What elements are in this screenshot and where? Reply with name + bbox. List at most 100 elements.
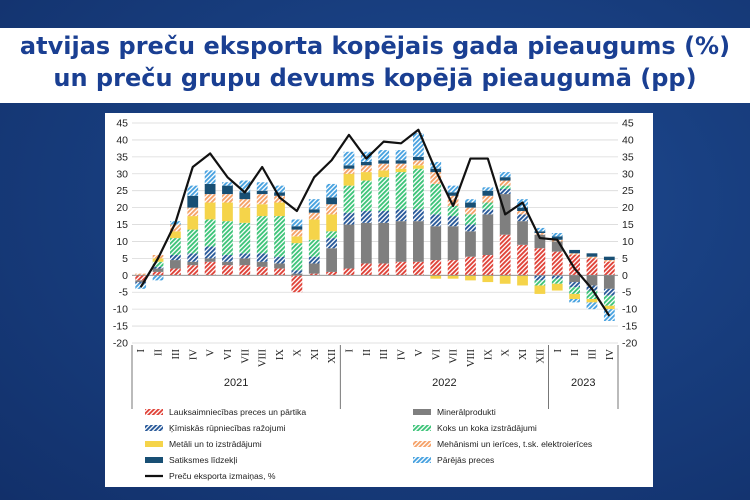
y2-tick-label: 5 bbox=[622, 253, 628, 265]
bar-segment bbox=[326, 248, 337, 272]
bar-segment bbox=[204, 170, 216, 184]
bar-segment bbox=[274, 195, 285, 203]
bar-segment bbox=[152, 266, 164, 269]
bar-segment bbox=[465, 214, 476, 225]
bar-segment bbox=[222, 202, 233, 222]
x-tick-label: V bbox=[206, 349, 217, 357]
bar-segment bbox=[551, 241, 563, 252]
bar-segment bbox=[482, 209, 494, 215]
x-tick-label: II bbox=[570, 349, 581, 356]
bar-segment bbox=[395, 221, 407, 262]
x-tick-label: II bbox=[154, 349, 165, 356]
bar-segment bbox=[447, 185, 459, 193]
bar-segment bbox=[430, 183, 442, 215]
bar-segment bbox=[308, 256, 320, 264]
x-tick-label: III bbox=[171, 349, 182, 360]
bar-segment bbox=[413, 261, 424, 276]
legend-label: Minerālprodukti bbox=[437, 407, 496, 417]
x-tick-label: VIII bbox=[258, 349, 269, 368]
bar-segment bbox=[378, 163, 390, 171]
bar-segment bbox=[360, 180, 372, 211]
bar-segment bbox=[360, 165, 372, 173]
x-tick-label: VI bbox=[223, 349, 234, 361]
bar-segment bbox=[517, 221, 528, 245]
bar-segment bbox=[187, 229, 199, 254]
bar-segment bbox=[551, 283, 563, 291]
bar-segment bbox=[534, 233, 546, 235]
bar-segment bbox=[170, 268, 181, 276]
bar-segment bbox=[482, 202, 494, 210]
bar-segment bbox=[517, 244, 528, 276]
bar-segment bbox=[378, 211, 390, 223]
bar-segment bbox=[603, 275, 615, 289]
bar-segment bbox=[274, 256, 285, 264]
bar-segment bbox=[569, 293, 580, 299]
y-tick-label: -10 bbox=[113, 304, 128, 316]
x-tick-label: VII bbox=[449, 348, 460, 363]
bar-segment bbox=[343, 212, 355, 225]
chart-title-line2: un preču grupu devums kopējā pieaugumā (… bbox=[53, 64, 697, 92]
bar-segment bbox=[603, 295, 615, 306]
bar-segment bbox=[465, 199, 476, 203]
bar-segment bbox=[274, 185, 285, 193]
bar-segment bbox=[170, 255, 181, 261]
bar-segment bbox=[413, 165, 424, 169]
bar-segment bbox=[222, 182, 233, 186]
legend-swatch bbox=[413, 409, 431, 415]
bar-segment bbox=[534, 280, 546, 286]
bar-segment bbox=[343, 224, 355, 269]
bar-segment bbox=[586, 256, 598, 259]
bar-segment bbox=[378, 170, 390, 178]
bar-segment bbox=[204, 219, 216, 247]
year-label: 2021 bbox=[224, 377, 248, 389]
legend-swatch bbox=[145, 409, 163, 415]
bar-segment bbox=[222, 221, 233, 255]
legend-label: Lauksaimniecības preces un pārtika bbox=[169, 407, 306, 417]
bar-segment bbox=[308, 273, 320, 276]
bar-segment bbox=[187, 195, 199, 208]
bar-segment bbox=[395, 261, 407, 276]
legend: Lauksaimniecības preces un pārtika Minerā… bbox=[145, 407, 592, 481]
bar-segment bbox=[343, 165, 355, 169]
bar-segment bbox=[291, 229, 303, 237]
legend-label: Mehānismi un ierīces, t.sk. elektroierīc… bbox=[437, 439, 592, 449]
bar-segment bbox=[447, 216, 459, 227]
bar-segment bbox=[586, 299, 598, 303]
bar-segment bbox=[430, 275, 442, 279]
y-tick-label: -15 bbox=[113, 321, 128, 333]
legend-swatch bbox=[145, 441, 163, 447]
bar-segment bbox=[256, 194, 268, 205]
bar-segment bbox=[239, 207, 251, 223]
bar-segment bbox=[586, 258, 598, 276]
y2-tick-label: 20 bbox=[622, 202, 634, 214]
bar-segment bbox=[465, 224, 476, 232]
bar-segment bbox=[534, 234, 546, 249]
bar-segment bbox=[187, 185, 199, 196]
bar-segment bbox=[534, 227, 546, 232]
bar-segment bbox=[430, 260, 442, 276]
bar-segment bbox=[256, 216, 268, 254]
bar-segment bbox=[378, 150, 390, 161]
bar-segment bbox=[308, 239, 320, 257]
bar-segment bbox=[256, 182, 268, 191]
bar-segment bbox=[551, 275, 563, 279]
bar-segment bbox=[499, 172, 511, 178]
bar-segment bbox=[499, 180, 511, 186]
bar-segment bbox=[308, 219, 320, 240]
bar-segment bbox=[378, 177, 390, 211]
bar-segment bbox=[551, 236, 563, 240]
bar-segment bbox=[187, 253, 199, 262]
bar-segment bbox=[343, 151, 355, 166]
bar-segment bbox=[447, 205, 459, 217]
x-tick-label: XI bbox=[310, 349, 321, 361]
bar-segment bbox=[291, 226, 303, 230]
x-tick-label: V bbox=[414, 349, 425, 357]
bar-segment bbox=[517, 275, 528, 286]
bar-segment bbox=[378, 160, 390, 164]
bar-segment bbox=[551, 233, 563, 237]
chart-panel: 45 40 35 30 25 20 15 10 5 0 -5 -10 -15 -20 45 40 35 30 25 2… bbox=[105, 113, 653, 487]
bar-segment bbox=[413, 209, 424, 222]
y-tick-label: 25 bbox=[116, 185, 128, 197]
bar-segment bbox=[430, 172, 442, 184]
x-tick-label: IV bbox=[397, 349, 408, 360]
